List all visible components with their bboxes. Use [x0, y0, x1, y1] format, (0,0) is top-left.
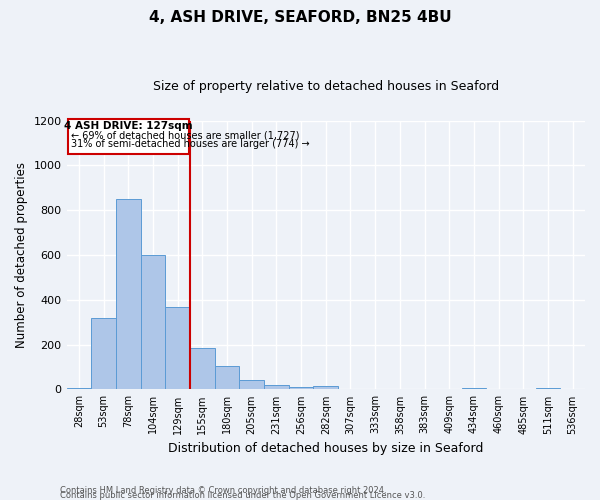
Text: 4 ASH DRIVE: 127sqm: 4 ASH DRIVE: 127sqm	[64, 121, 193, 131]
Bar	[67, 388, 91, 390]
FancyBboxPatch shape	[68, 120, 189, 154]
Bar	[461, 388, 486, 390]
Bar	[264, 385, 289, 390]
Text: Contains public sector information licensed under the Open Government Licence v3: Contains public sector information licen…	[60, 491, 425, 500]
Text: 31% of semi-detached houses are larger (774) →: 31% of semi-detached houses are larger (…	[71, 139, 310, 149]
Bar	[313, 386, 338, 390]
Bar	[165, 306, 190, 390]
Text: Contains HM Land Registry data © Crown copyright and database right 2024.: Contains HM Land Registry data © Crown c…	[60, 486, 386, 495]
Bar	[140, 255, 165, 390]
Title: Size of property relative to detached houses in Seaford: Size of property relative to detached ho…	[153, 80, 499, 93]
Bar	[536, 388, 560, 390]
Y-axis label: Number of detached properties: Number of detached properties	[15, 162, 28, 348]
X-axis label: Distribution of detached houses by size in Seaford: Distribution of detached houses by size …	[168, 442, 484, 455]
Text: 4, ASH DRIVE, SEAFORD, BN25 4BU: 4, ASH DRIVE, SEAFORD, BN25 4BU	[149, 10, 451, 25]
Bar	[116, 199, 140, 390]
Bar	[289, 387, 313, 390]
Bar	[91, 318, 116, 390]
Bar	[190, 348, 215, 390]
Bar	[239, 380, 264, 390]
Text: ← 69% of detached houses are smaller (1,727): ← 69% of detached houses are smaller (1,…	[71, 130, 300, 140]
Bar	[215, 366, 239, 390]
